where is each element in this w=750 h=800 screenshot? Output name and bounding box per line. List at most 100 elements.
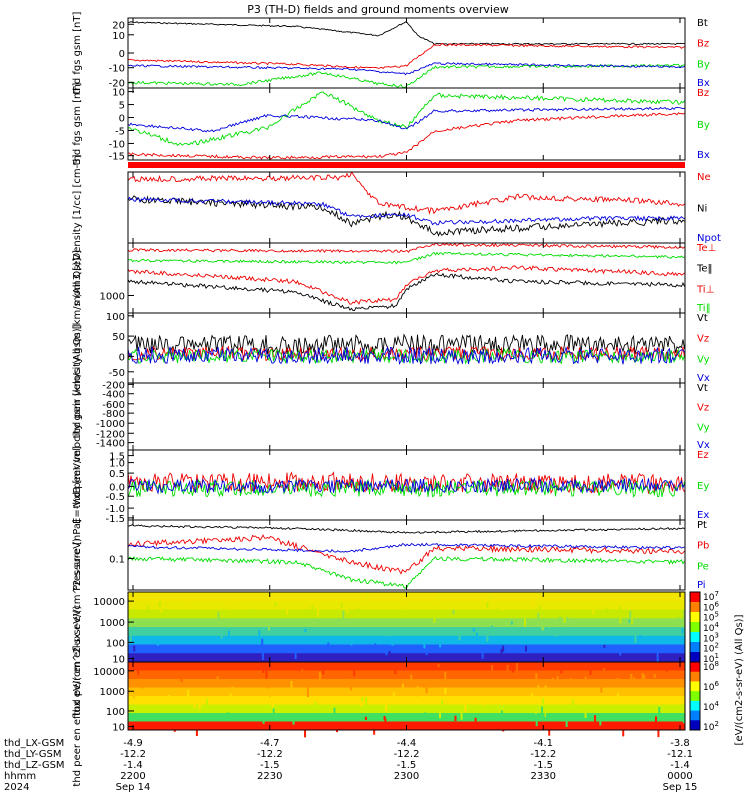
series-Ne-line <box>127 171 685 215</box>
y-tick-label: 1000 <box>100 618 125 629</box>
time-axis-value: 2300 <box>394 771 419 782</box>
panel-frame <box>127 17 686 89</box>
time-axis-value: -1.5 <box>397 760 417 771</box>
series-Ex-line <box>127 476 685 495</box>
y-tick-label: 1000 <box>100 292 125 303</box>
legend-Vy: Vy <box>697 354 710 365</box>
time-axis-value: -4.1 <box>533 738 553 749</box>
plot-title: P3 (TH-D) fields and ground moments over… <box>247 3 509 16</box>
y-tick-label: 0 <box>119 352 125 363</box>
y-tick-label: -20 <box>109 78 125 89</box>
legend-Vy: Vy <box>697 422 710 433</box>
y-tick-label: 10000 <box>93 667 125 678</box>
panel-frame <box>127 382 686 451</box>
panel-7: 1.51.00.5 0.0-0.5-1.0-1.5 E=-VxB [mV/m] Ez E… <box>72 446 709 525</box>
y-axis-label: thd fgs gsm [nT] <box>72 83 83 166</box>
y-tick-label: 1000 <box>100 687 125 698</box>
colorbar-tick-label: 104 <box>703 700 719 713</box>
legend-Bx: Bx <box>697 78 710 89</box>
y-axis-label: Pressure [nPa] <box>72 519 83 591</box>
y-tick-label: -5 <box>115 126 125 137</box>
time-axis-value: 2330 <box>531 771 556 782</box>
y-tick-label: -800 <box>102 409 125 420</box>
colorbar-tick-label: 102 <box>703 720 719 733</box>
series-Bx-line <box>127 106 685 133</box>
time-axis-row-label: thd_LX-GSM <box>4 738 64 749</box>
series-Te⊥-line <box>127 265 685 305</box>
y-tick-label: 10 <box>112 88 125 99</box>
panel-frame <box>127 519 686 591</box>
legend-Vx: Vx <box>697 440 710 451</box>
time-axis-value: -4.7 <box>260 738 280 749</box>
y-axis-label: thd peer velocity gsm [km/s (All Qs)] <box>72 324 83 508</box>
series-Bz-line <box>128 112 685 160</box>
legend-Bx: Bx <box>697 150 710 161</box>
colorbar-tick-label: 101 <box>703 652 719 665</box>
panel-10: 108 106 104 102 10000 1000 100 10 thd peer en ef… <box>72 605 719 786</box>
separator-bar <box>128 162 685 168</box>
y-tick-label: 0.5 <box>109 469 125 480</box>
legend-Ex: Ex <box>697 510 709 521</box>
series-Te‖-line <box>127 272 685 312</box>
series-Ti⊥-line <box>127 242 685 254</box>
y-tick-label: -1400 <box>96 439 125 450</box>
colorbar-tick-label: 106 <box>703 680 719 693</box>
time-axis-value: -1.5 <box>533 760 553 771</box>
y-tick-label: 10000 <box>93 597 125 608</box>
legend-Pi: Pi <box>697 580 706 591</box>
legend-Ez: Ez <box>697 450 709 461</box>
series-Pb-line <box>127 534 685 575</box>
time-axis-value: -12.2 <box>120 749 146 760</box>
legend-Vx: Vx <box>697 373 710 384</box>
y-tick-label: -1200 <box>96 429 125 440</box>
legend-Ti‖: Ti‖ <box>696 303 711 314</box>
legend-Te⊥: Te⊥ <box>696 243 716 254</box>
colorbar-tick-label: 104 <box>703 621 719 634</box>
y-tick-label: 100 <box>106 638 125 649</box>
legend-Vt: Vt <box>697 383 708 394</box>
legend-Ti⊥: Ti⊥ <box>696 284 714 295</box>
y-tick-label: -15 <box>109 152 125 163</box>
y-tick-label: 1.0 <box>109 459 125 470</box>
panel-frame <box>127 242 686 314</box>
colorbar-tick-label: 102 <box>703 642 719 655</box>
y-tick-label: 1.5 <box>109 452 125 463</box>
series-Ey-line <box>127 478 685 498</box>
legend-Vt: Vt <box>697 313 708 324</box>
y-axis-label: thd peir en eflux eV/(cm^2-s-sr-eV) <box>72 538 83 716</box>
time-axis-value: -12.2 <box>257 749 283 760</box>
y-tick-label: 100 <box>106 312 125 323</box>
panel-8: 0.1 Pressure [nPa] Pt Pb Pe Pi <box>72 519 709 591</box>
series-Ti‖-line <box>127 251 685 265</box>
y-tick-label: 0.1 <box>109 555 125 566</box>
y-axis-label: thd fgs gsm [nT] <box>72 12 83 95</box>
y-tick-label: -50 <box>109 368 125 379</box>
series-Pt-line <box>127 524 685 534</box>
y-tick-label: -1000 <box>96 419 125 430</box>
colorbar-tick-label: 107 <box>703 590 719 603</box>
colorbar-tick-label: 103 <box>703 631 719 644</box>
legend-Pb: Pb <box>697 541 709 552</box>
y-axis-label: thd peir velocity gsm [km/s (All Qs)] <box>72 258 83 439</box>
time-axis-value: -1.4 <box>123 760 143 771</box>
panel-frame <box>127 312 686 384</box>
legend-Vz: Vz <box>697 403 709 414</box>
series-Pi-line <box>127 542 685 553</box>
time-axis-row-label: 2024 <box>4 782 29 793</box>
time-axis-value: -12.2 <box>394 749 420 760</box>
y-tick-label: -1.5 <box>105 514 125 525</box>
legend-Pt: Pt <box>697 520 707 531</box>
legend-Bz: Bz <box>697 39 709 50</box>
y-axis-label: mom3 [eV] <box>72 250 83 306</box>
y-axis-label: Density [1/cc] [cm-3] <box>72 154 83 260</box>
series-Ni-line <box>127 195 685 237</box>
legend-Ne: Ne <box>697 172 711 183</box>
time-axis-value: -12.2 <box>530 749 556 760</box>
y-tick-label: -400 <box>102 390 125 401</box>
panel-3: Density [1/cc] [cm-3] Ne Ni Npot <box>72 154 721 260</box>
y-tick-label: -600 <box>102 400 125 411</box>
time-axis-value: 0000 <box>667 771 692 782</box>
y-tick-label: 10 <box>112 723 125 734</box>
